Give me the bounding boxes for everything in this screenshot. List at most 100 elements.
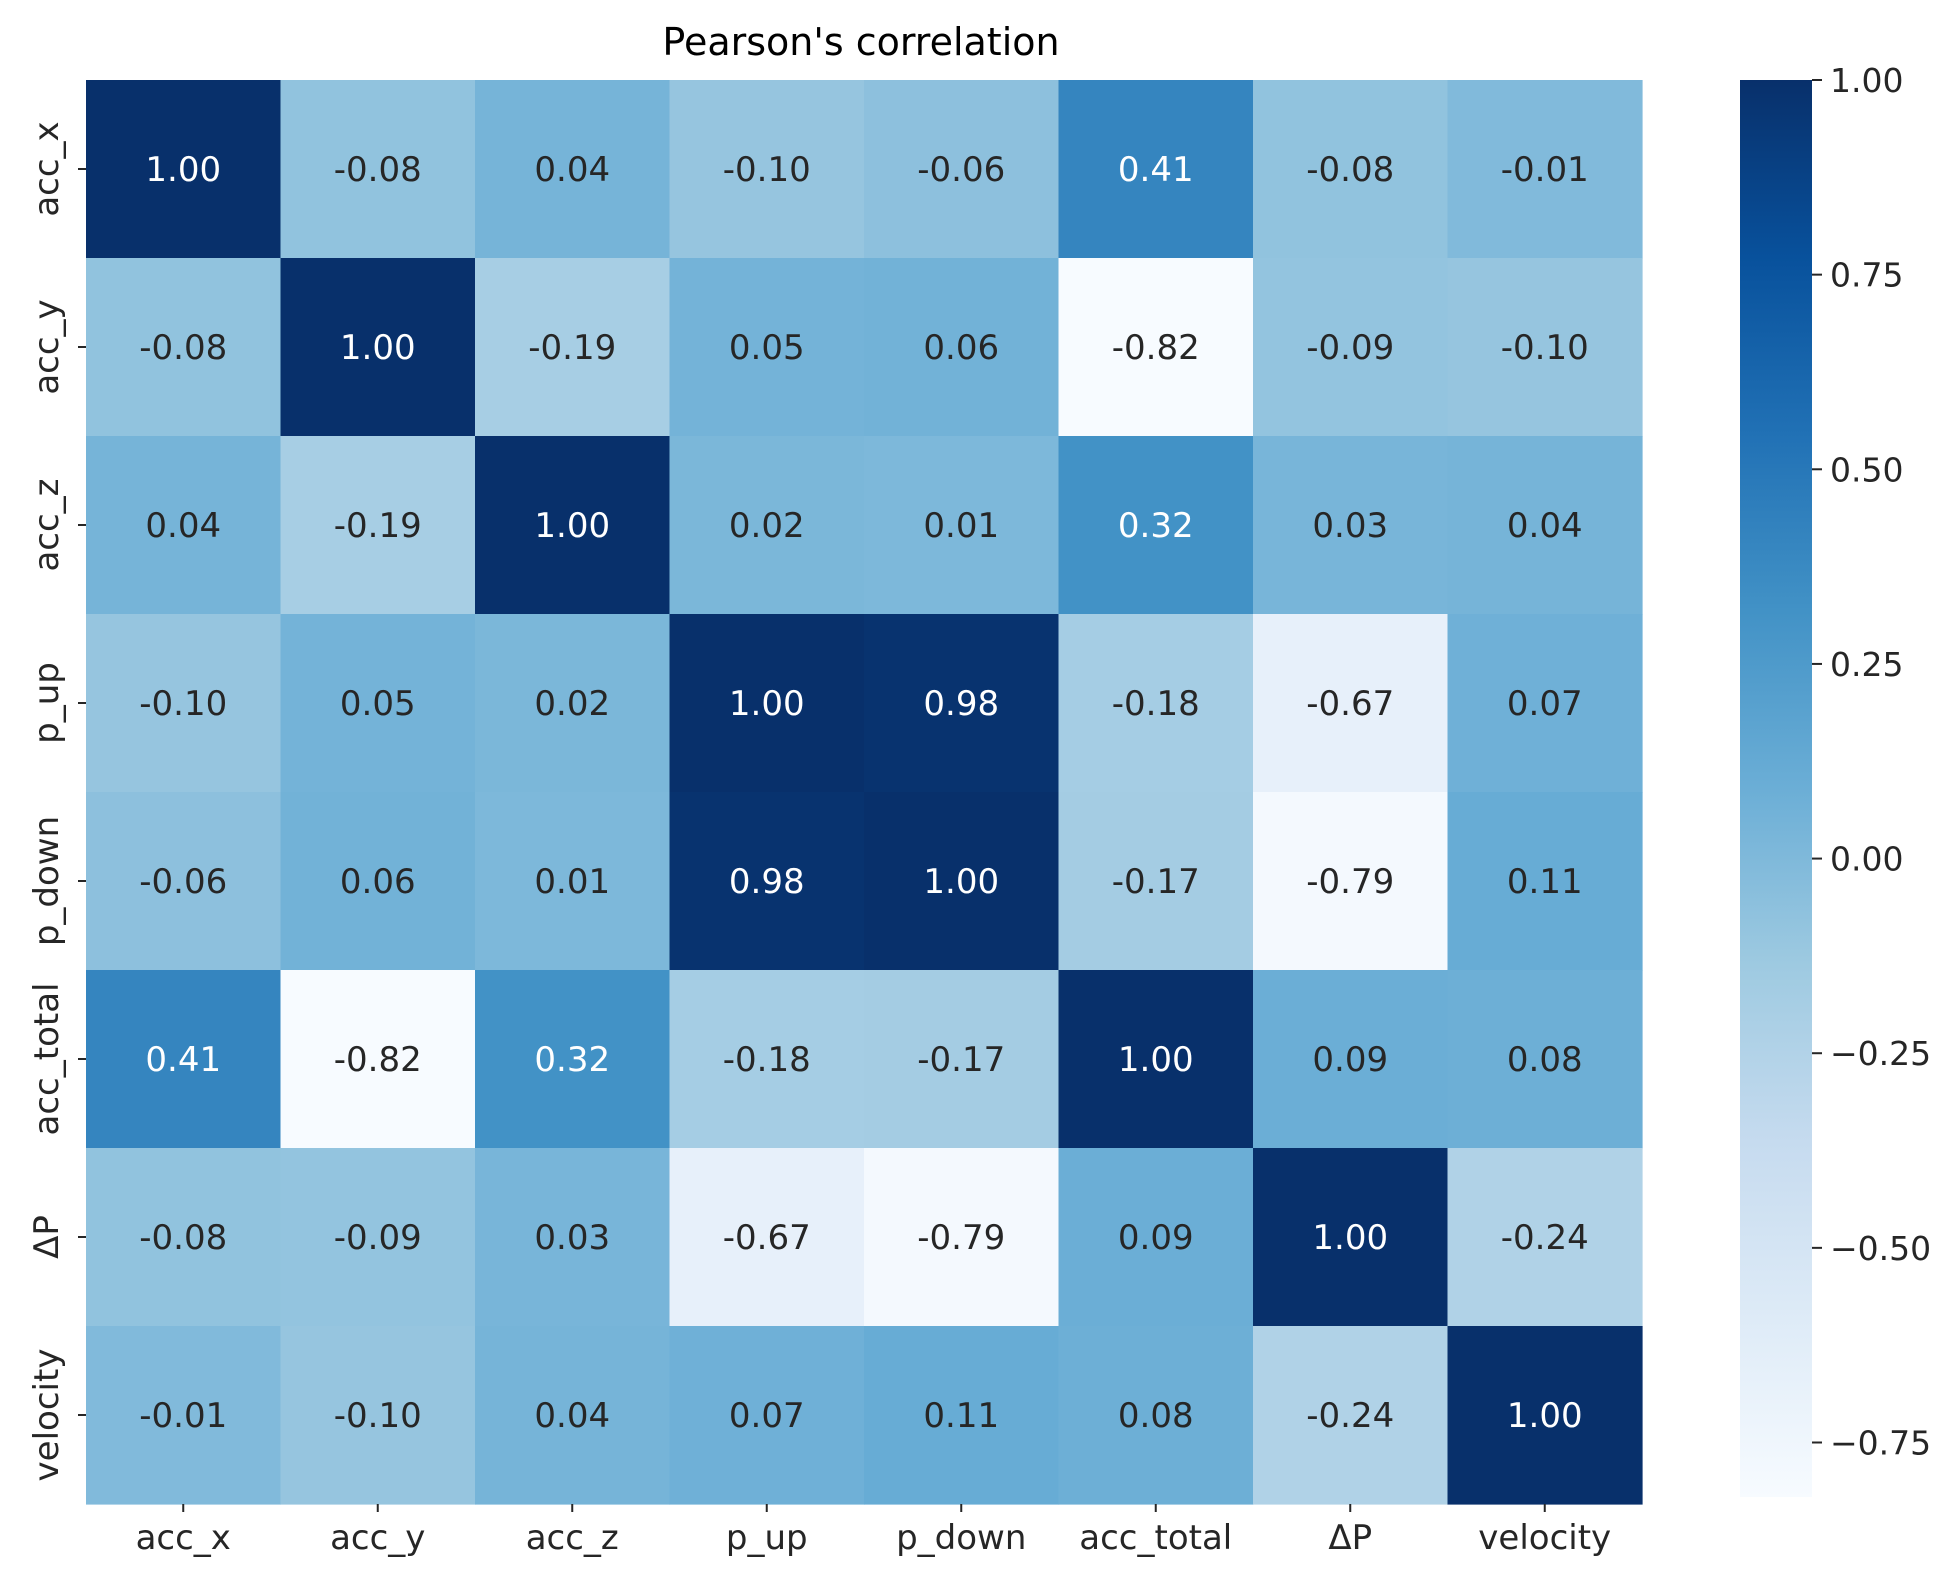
- cell-value-label: -0.79: [917, 1218, 1005, 1258]
- row-label-6: ΔP: [27, 1215, 67, 1259]
- cell-value-label: 0.01: [923, 506, 999, 546]
- heatmap-cell-7-1: [280, 1326, 476, 1505]
- heatmap-cell-1-6: [1253, 258, 1449, 437]
- cell-value-label: -0.19: [528, 328, 616, 368]
- cell-value-label: -0.06: [917, 150, 1005, 190]
- cell-value-label: -0.10: [1501, 328, 1589, 368]
- cell-value-label: 1.00: [1312, 1218, 1388, 1258]
- cell-value-label: 0.04: [534, 150, 610, 190]
- heatmap-cell-2-7: [1447, 436, 1643, 615]
- heatmap-cell-4-5: [1058, 792, 1254, 971]
- cell-value-label: 0.32: [1118, 506, 1194, 546]
- row-label-1: acc_y: [27, 299, 67, 394]
- column-label-5: acc_total: [1079, 1518, 1232, 1558]
- column-label-4: p_down: [896, 1518, 1026, 1558]
- cell-value-label: 0.06: [340, 862, 416, 902]
- cell-value-label: 0.02: [534, 684, 610, 724]
- heatmap-cell-0-7: [1447, 80, 1643, 259]
- heatmap-cell-3-3: [669, 614, 865, 793]
- heatmap-cell-2-3: [669, 436, 865, 615]
- cell-value-label: -0.01: [1501, 150, 1589, 190]
- cell-value-label: 0.07: [729, 1396, 805, 1436]
- heatmap-cell-3-4: [864, 614, 1060, 793]
- cell-value-label: -0.09: [334, 1218, 422, 1258]
- column-label-7: velocity: [1478, 1518, 1611, 1558]
- column-label-3: p_up: [726, 1518, 808, 1558]
- heatmap-cell-7-4: [864, 1326, 1060, 1505]
- cell-value-label: 0.09: [1312, 1040, 1388, 1080]
- heatmap-cell-5-3: [669, 970, 865, 1149]
- row-label-0: acc_x: [27, 121, 67, 216]
- cell-value-label: 0.11: [923, 1396, 999, 1436]
- heatmap-cell-6-5: [1058, 1148, 1254, 1327]
- cell-value-label: -0.79: [1306, 862, 1394, 902]
- heatmap-cell-3-5: [1058, 614, 1254, 793]
- heatmap-cell-0-5: [1058, 80, 1254, 259]
- colorbar-tick-label: 0.00: [1830, 840, 1903, 879]
- heatmap-cell-4-2: [475, 792, 671, 971]
- cell-value-label: 1.00: [1118, 1040, 1194, 1080]
- cell-value-label: -0.08: [1306, 150, 1394, 190]
- chart-title: Pearson's correlation: [662, 20, 1059, 64]
- colorbar-tick-label: 1.00: [1830, 61, 1903, 100]
- cell-value-label: -0.17: [917, 1040, 1005, 1080]
- heatmap-cell-0-0: [86, 80, 282, 259]
- cell-value-label: 1.00: [145, 150, 221, 190]
- cell-value-label: 0.98: [923, 684, 999, 724]
- heatmap-cell-0-3: [669, 80, 865, 259]
- heatmap-cell-2-2: [475, 436, 671, 615]
- heatmap-cell-4-0: [86, 792, 282, 971]
- heatmap-cell-3-6: [1253, 614, 1449, 793]
- colorbar-tick-label: 0.25: [1830, 645, 1903, 684]
- heatmap-cell-7-7: [1447, 1326, 1643, 1505]
- cell-value-label: 1.00: [1507, 1396, 1583, 1436]
- cell-value-label: 0.01: [534, 862, 610, 902]
- heatmap-cell-6-6: [1253, 1148, 1449, 1327]
- cell-value-label: 0.06: [923, 328, 999, 368]
- cell-value-label: -0.82: [1112, 328, 1200, 368]
- colorbar: [1740, 80, 1812, 1497]
- cell-value-label: -0.10: [139, 684, 227, 724]
- heatmap-cell-0-4: [864, 80, 1060, 259]
- heatmap-cell-4-4: [864, 792, 1060, 971]
- cell-value-label: 0.05: [340, 684, 416, 724]
- cell-value-label: -0.09: [1306, 328, 1394, 368]
- cell-value-label: 1.00: [534, 506, 610, 546]
- colorbar-tick-label: −0.75: [1830, 1424, 1931, 1463]
- colorbar-ticks: 1.00 0.75 0.50 0.25 0.00 −0.25 −0.50 −0.75: [1812, 61, 1931, 1463]
- cell-value-label: -0.17: [1112, 862, 1200, 902]
- colorbar-tick-label: 0.75: [1830, 256, 1903, 295]
- heatmap-cell-3-7: [1447, 614, 1643, 793]
- heatmap-cell-0-6: [1253, 80, 1449, 259]
- cell-value-label: 0.07: [1507, 684, 1583, 724]
- heatmap-cell-3-2: [475, 614, 671, 793]
- heatmap-cell-1-4: [864, 258, 1060, 437]
- cell-value-label: 0.41: [1118, 150, 1194, 190]
- heatmap-cell-1-1: [280, 258, 476, 437]
- heatmap-cell-1-2: [475, 258, 671, 437]
- cell-value-label: -0.18: [723, 1040, 811, 1080]
- cell-value-label: 1.00: [340, 328, 416, 368]
- heatmap-cell-7-2: [475, 1326, 671, 1505]
- column-tick-labels: acc_x acc_y acc_z p_up p_down acc_total ΔP velo…: [136, 1504, 1611, 1558]
- heatmap-cell-7-5: [1058, 1326, 1254, 1505]
- row-tick-labels: acc_x acc_y acc_z p_up p_down acc_total ΔP velo…: [27, 121, 86, 1481]
- colorbar-tick-label: −0.25: [1830, 1034, 1931, 1073]
- cell-value-label: 0.09: [1118, 1218, 1194, 1258]
- cell-value-label: -0.19: [334, 506, 422, 546]
- heatmap-cell-5-4: [864, 970, 1060, 1149]
- cell-value-label: -0.24: [1306, 1396, 1394, 1436]
- heatmap-cell-0-1: [280, 80, 476, 259]
- heatmap-cell-6-1: [280, 1148, 476, 1327]
- cell-value-label: 0.98: [729, 862, 805, 902]
- row-label-3: p_up: [27, 662, 67, 744]
- cell-value-label: -0.18: [1112, 684, 1200, 724]
- cell-value-label: -0.10: [334, 1396, 422, 1436]
- column-label-2: acc_z: [526, 1518, 619, 1558]
- colorbar-tick-label: 0.50: [1830, 450, 1903, 489]
- cell-value-label: 0.04: [534, 1396, 610, 1436]
- cell-value-label: -0.82: [334, 1040, 422, 1080]
- column-label-0: acc_x: [136, 1518, 231, 1558]
- column-label-6: ΔP: [1328, 1518, 1372, 1558]
